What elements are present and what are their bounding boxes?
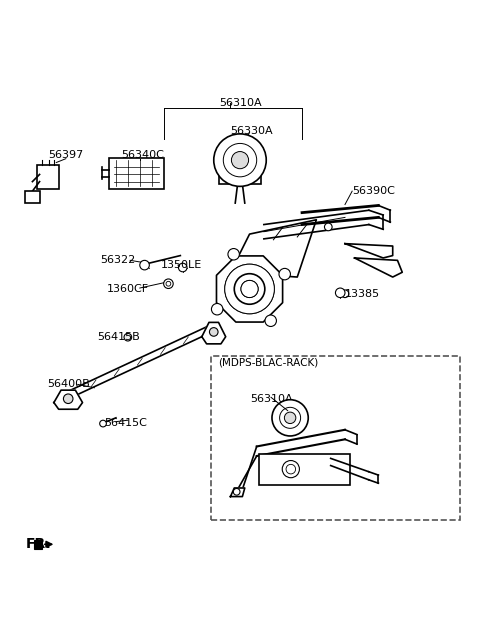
Polygon shape [355, 258, 402, 277]
Text: 13385: 13385 [345, 289, 380, 299]
Circle shape [231, 152, 249, 169]
Polygon shape [54, 390, 83, 409]
Circle shape [265, 315, 276, 326]
Circle shape [166, 282, 171, 286]
Bar [211, 356, 459, 520]
Circle shape [341, 290, 349, 298]
Text: 56415C: 56415C [104, 418, 147, 428]
Text: 56310A: 56310A [250, 394, 292, 404]
Text: FR.: FR. [25, 538, 51, 551]
Text: 56340C: 56340C [121, 150, 164, 161]
Circle shape [228, 248, 240, 260]
Circle shape [63, 394, 73, 403]
Text: 1360CF: 1360CF [107, 284, 149, 294]
Text: 56390C: 56390C [352, 186, 395, 196]
Circle shape [223, 143, 257, 177]
Text: 56310A: 56310A [219, 98, 261, 108]
Text: 1350LE: 1350LE [161, 260, 203, 270]
Circle shape [284, 412, 296, 424]
Text: 56330A: 56330A [230, 127, 273, 136]
Circle shape [124, 333, 132, 341]
Text: 56400B: 56400B [47, 380, 90, 389]
Polygon shape [345, 244, 393, 258]
Bar [25, 191, 39, 203]
Circle shape [282, 461, 300, 477]
Circle shape [286, 465, 296, 474]
Circle shape [336, 288, 345, 298]
Circle shape [324, 223, 332, 231]
Bar [218, 165, 262, 184]
Circle shape [279, 268, 290, 280]
Text: 56415B: 56415B [97, 332, 140, 342]
Circle shape [272, 400, 308, 436]
Circle shape [280, 407, 300, 428]
Circle shape [234, 274, 265, 304]
Circle shape [211, 303, 223, 315]
Text: (MDPS-BLAC-RACK): (MDPS-BLAC-RACK) [218, 358, 319, 368]
Text: 56322: 56322 [101, 255, 136, 266]
Circle shape [164, 279, 173, 289]
Circle shape [179, 263, 187, 272]
Bar [259, 454, 350, 484]
Polygon shape [230, 488, 245, 497]
Circle shape [100, 420, 107, 427]
Circle shape [225, 264, 275, 314]
Circle shape [241, 280, 258, 298]
Circle shape [214, 134, 266, 186]
Circle shape [209, 328, 218, 336]
Circle shape [225, 264, 275, 314]
Bar [37, 165, 59, 189]
Circle shape [233, 488, 240, 495]
Polygon shape [202, 323, 226, 344]
Polygon shape [216, 256, 283, 322]
Text: 56397: 56397 [48, 150, 84, 161]
Bar [109, 157, 164, 189]
Circle shape [140, 260, 149, 270]
Bar [34, 540, 42, 549]
Circle shape [241, 280, 258, 298]
